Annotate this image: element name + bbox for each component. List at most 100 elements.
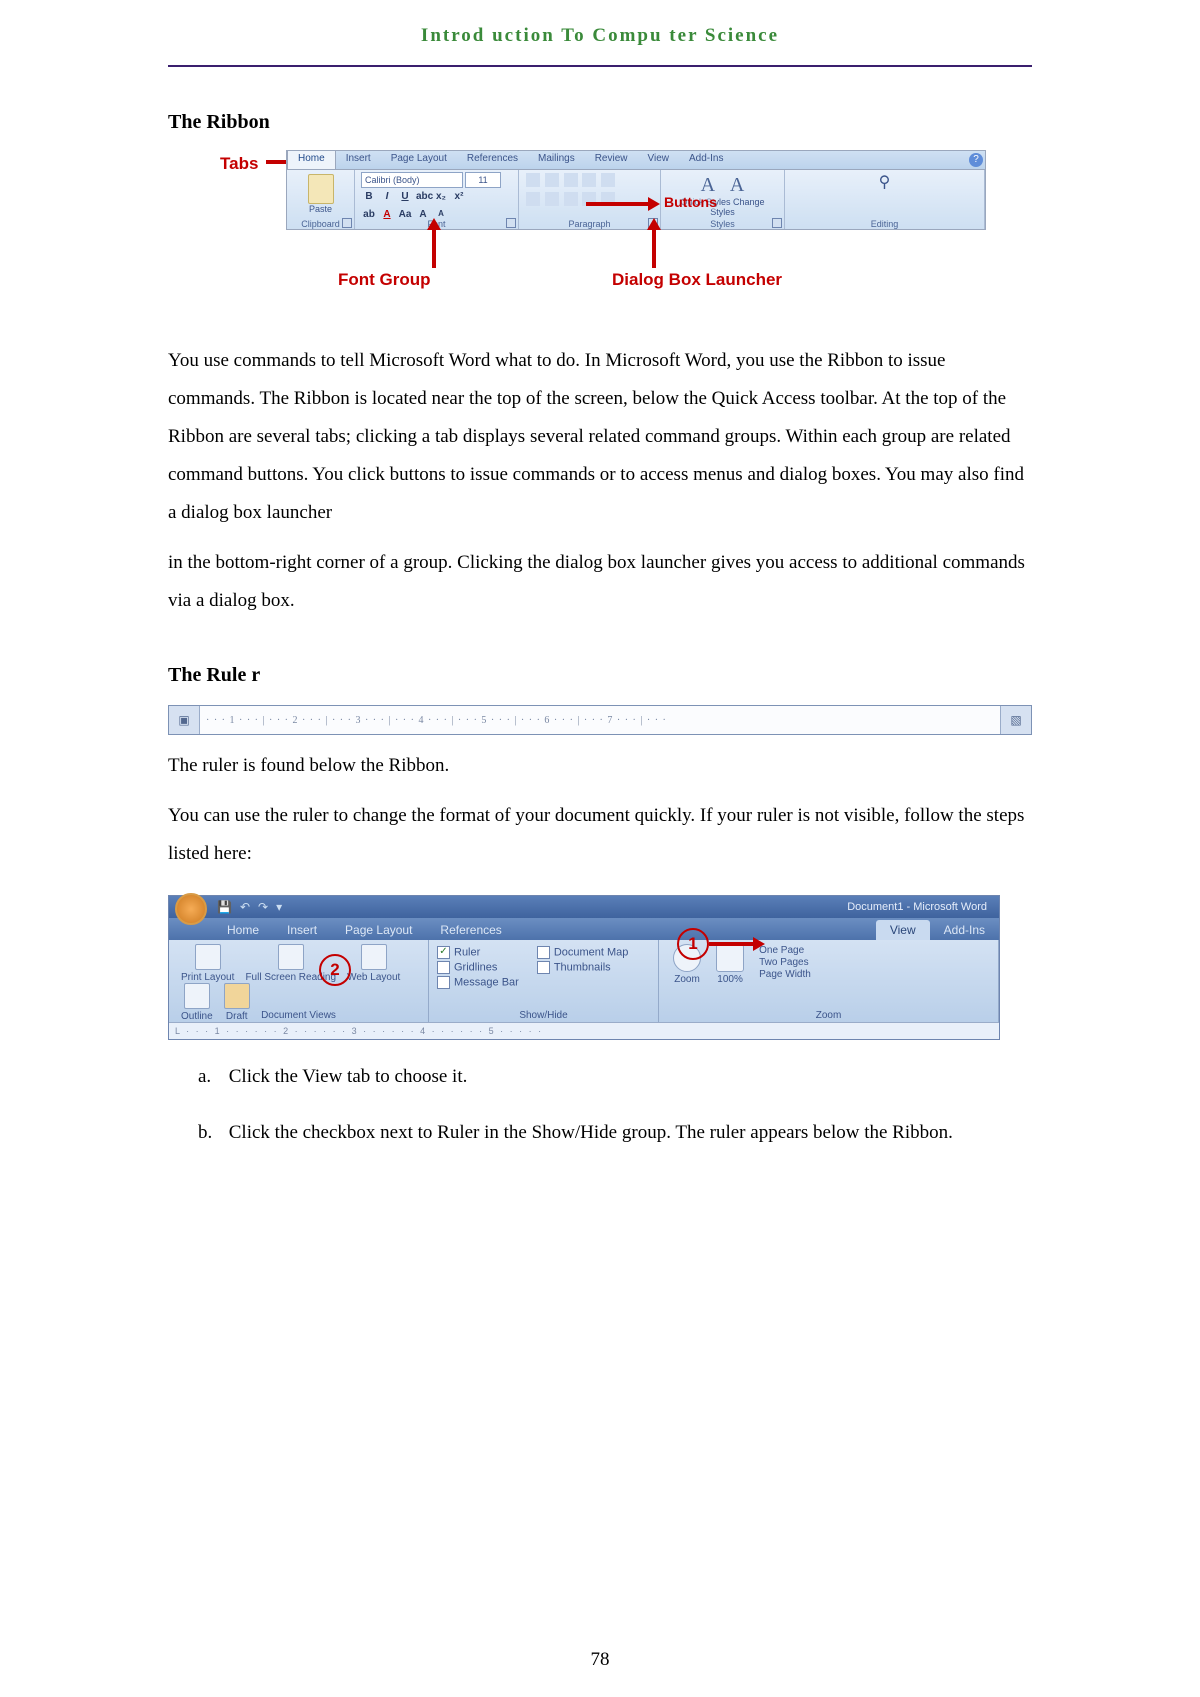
page: Introd uction To Compu ter Science The R…: [0, 0, 1200, 1697]
editing-group-label: Editing: [785, 219, 984, 229]
book-title: Introd uction To Compu ter Science: [168, 25, 1032, 47]
callout-2: 2: [319, 954, 351, 986]
tab-view-2[interactable]: View: [876, 920, 930, 940]
callout-launcher-arrow: [652, 228, 656, 268]
figure-ruler: ▣ · · · 1 · · · | · · · 2 · · · | · · · …: [168, 705, 1032, 735]
office-button-icon[interactable]: [175, 893, 207, 925]
tab-pagelayout[interactable]: Page Layout: [381, 151, 457, 169]
callout-buttons-arrow: [586, 202, 650, 206]
group-paragraph: Paragraph: [519, 170, 661, 230]
inc-indent-button[interactable]: [601, 173, 615, 187]
thumbs-checkbox[interactable]: [537, 961, 550, 974]
change-styles-icon[interactable]: A: [730, 174, 744, 197]
bold-button[interactable]: B: [361, 190, 377, 206]
tab-addins-2[interactable]: Add-Ins: [930, 920, 999, 940]
align-center-button[interactable]: [545, 192, 559, 206]
one-page-button[interactable]: One Page: [759, 945, 811, 956]
zoom-100-button[interactable]: 100%: [716, 944, 744, 985]
tab-references[interactable]: References: [457, 151, 528, 169]
paragraph-group-label: Paragraph: [519, 219, 660, 229]
ribbon-screenshot: ? Home Insert Page Layout References Mai…: [286, 150, 986, 230]
callout-1-arrow: [709, 942, 755, 946]
quick-access-toolbar: 💾 ↶ ↷ ▾: [217, 900, 282, 914]
tab-pagelayout-2[interactable]: Page Layout: [331, 920, 426, 940]
tab-view[interactable]: View: [638, 151, 680, 169]
group-zoom: Zoom 100% One Page Two Pages Page Width …: [659, 940, 999, 1022]
numbering-button[interactable]: [545, 173, 559, 187]
ruler-left-icon: ▣: [169, 706, 200, 734]
strike-button[interactable]: abc: [415, 190, 431, 206]
step-a: a. Click the View tab to choose it.: [198, 1058, 1032, 1096]
step-a-text: Click the View tab to choose it.: [229, 1066, 468, 1087]
show-hide-label: Show/Hide: [429, 1010, 658, 1021]
sub-button[interactable]: x₂: [433, 190, 449, 206]
font-launcher-icon[interactable]: [506, 218, 516, 228]
section1-para1: You use commands to tell Microsoft Word …: [168, 342, 1032, 532]
callout-tabs-label: Tabs: [220, 154, 258, 174]
font-name-select[interactable]: Calibri (Body): [361, 172, 463, 188]
web-layout-button[interactable]: Web Layout: [347, 944, 400, 983]
tab-addins[interactable]: Add-Ins: [679, 151, 733, 169]
callout-buttons-label: Buttons: [664, 194, 717, 210]
find-icon[interactable]: ⚲: [879, 174, 891, 191]
qat-save-icon[interactable]: 💾: [217, 900, 232, 914]
tab-insert[interactable]: Insert: [336, 151, 381, 169]
step-b: b. Click the checkbox next to Ruler in t…: [198, 1114, 1032, 1152]
tab-review[interactable]: Review: [585, 151, 638, 169]
page-number: 78: [0, 1649, 1200, 1671]
styles-group-label: Styles: [661, 219, 784, 229]
tab-mailings[interactable]: Mailings: [528, 151, 585, 169]
bullets-button[interactable]: [526, 173, 540, 187]
styles-launcher-icon[interactable]: [772, 218, 782, 228]
gridlines-checkbox[interactable]: [437, 961, 450, 974]
callout-launcher-label: Dialog Box Launcher: [612, 270, 782, 290]
align-left-button[interactable]: [526, 192, 540, 206]
section1-heading: The Ribbon: [168, 111, 1032, 134]
group-editing: ⚲ Editing: [785, 170, 985, 230]
title-separator: [168, 65, 1032, 67]
zoom-group-label: Zoom: [659, 1010, 998, 1021]
tab-home[interactable]: Home: [287, 151, 336, 169]
document-title: Document1 - Microsoft Word: [282, 901, 999, 913]
qat-undo-icon[interactable]: ↶: [240, 900, 250, 914]
fig3-tabs-row: Home Insert Page Layout References View …: [169, 918, 999, 940]
step-b-letter: b.: [198, 1114, 224, 1152]
page-width-button[interactable]: Page Width: [759, 969, 811, 980]
docmap-checkbox[interactable]: [537, 946, 550, 959]
steps-list: a. Click the View tab to choose it. b. C…: [198, 1058, 1032, 1152]
paste-icon[interactable]: [308, 174, 334, 204]
step-b-text: Click the checkbox next to Ruler in the …: [229, 1122, 953, 1143]
ribbon-tabs-row: Home Insert Page Layout References Maili…: [287, 151, 985, 170]
sup-button[interactable]: x²: [451, 190, 467, 206]
section2-heading: The Rule r: [168, 664, 1032, 687]
font-size-select[interactable]: 11: [465, 172, 501, 188]
callout-fontgroup-label: Font Group: [338, 270, 431, 290]
tab-home-2[interactable]: Home: [213, 920, 273, 940]
section2-para1: The ruler is found below the Ribbon.: [168, 747, 1032, 785]
step-a-letter: a.: [198, 1058, 224, 1096]
figure-ribbon: Tabs ? Home Insert Page Layout Reference…: [214, 150, 1032, 330]
group-show-hide: ✓Ruler Gridlines Message Bar Document Ma…: [429, 940, 659, 1022]
underline-button[interactable]: U: [397, 190, 413, 206]
multilevel-button[interactable]: [564, 173, 578, 187]
help-icon: ?: [969, 153, 983, 167]
tab-insert-2[interactable]: Insert: [273, 920, 331, 940]
word-titlebar: 💾 ↶ ↷ ▾ Document1 - Microsoft Word: [169, 896, 999, 918]
tab-references-2[interactable]: References: [426, 920, 515, 940]
ruler-checkbox[interactable]: ✓: [437, 946, 450, 959]
paste-label: Paste: [293, 204, 348, 214]
two-pages-button[interactable]: Two Pages: [759, 957, 811, 968]
section1-para2: in the bottom-right corner of a group. C…: [168, 544, 1032, 620]
dec-indent-button[interactable]: [582, 173, 596, 187]
group-clipboard: Paste Clipboard: [287, 170, 355, 230]
align-right-button[interactable]: [564, 192, 578, 206]
ruler-right-icon: ▧: [1000, 706, 1031, 734]
italic-button[interactable]: I: [379, 190, 395, 206]
msgbar-checkbox[interactable]: [437, 976, 450, 989]
qat-redo-icon[interactable]: ↷: [258, 900, 268, 914]
clipboard-launcher-icon[interactable]: [342, 218, 352, 228]
document-views-label: Document Views: [169, 1010, 428, 1021]
ruler-ticks: · · · 1 · · · | · · · 2 · · · | · · · 3 …: [200, 706, 1000, 734]
print-layout-button[interactable]: Print Layout: [181, 944, 234, 983]
zoom-pages: One Page Two Pages Page Width: [759, 944, 811, 981]
